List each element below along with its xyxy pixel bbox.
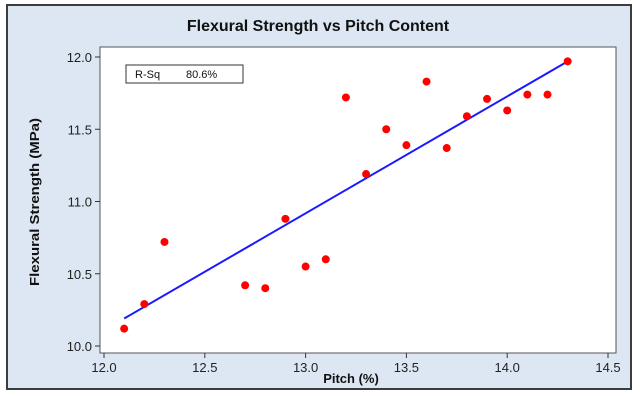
- y-axis-label: Flexural Strength (MPa): [27, 118, 42, 286]
- data-point: [422, 77, 431, 86]
- legend-border: [125, 64, 244, 84]
- data-point: [543, 90, 552, 99]
- legend-value: 80.6%: [186, 69, 217, 81]
- x-tick-label: 14.5: [595, 360, 620, 375]
- legend-box: R-Sq 80.6%: [125, 64, 244, 84]
- data-point: [321, 255, 330, 264]
- data-points: [120, 57, 572, 333]
- data-point: [261, 284, 270, 293]
- regression-line: [123, 60, 569, 320]
- chart-svg: Flexural Strength vs Pitch Content 12.0 1…: [27, 18, 621, 386]
- data-point: [241, 281, 250, 290]
- data-point: [483, 94, 492, 103]
- data-point: [382, 125, 391, 134]
- data-point: [402, 141, 411, 150]
- y-tick-label: 10.5: [67, 267, 92, 282]
- y-tick-label: 12.0: [67, 50, 92, 65]
- data-point: [160, 237, 169, 246]
- chart-title: Flexural Strength vs Pitch Content: [187, 18, 450, 35]
- y-axis-ticks: 10.0 10.5 11.0 11.5 12.0: [67, 50, 100, 354]
- data-point: [140, 300, 149, 309]
- data-point: [281, 214, 290, 223]
- plot-area: [99, 46, 617, 354]
- x-tick-label: 13.5: [394, 360, 419, 375]
- data-point: [120, 324, 129, 333]
- data-point: [301, 262, 310, 271]
- data-point: [442, 144, 451, 153]
- x-axis-ticks: 12.0 12.5 13.0 13.5 14.0 14.5: [91, 353, 621, 375]
- chart-frame: Flexural Strength vs Pitch Content 12.0 1…: [6, 4, 632, 390]
- data-point: [503, 106, 512, 115]
- x-tick-label: 12.5: [192, 360, 217, 375]
- data-point: [462, 112, 471, 121]
- data-point: [362, 170, 371, 179]
- x-tick-label: 14.0: [495, 360, 520, 375]
- y-tick-label: 10.0: [67, 339, 92, 354]
- data-point: [563, 57, 572, 66]
- y-tick-label: 11.5: [68, 122, 92, 137]
- x-tick-label: 12.0: [91, 360, 116, 375]
- y-tick-label: 11.0: [68, 195, 92, 210]
- legend-label: R-Sq: [135, 69, 160, 81]
- x-tick-label: 13.0: [293, 360, 318, 375]
- data-point: [523, 90, 532, 99]
- x-axis-label: Pitch (%): [323, 371, 379, 386]
- data-point: [341, 93, 350, 102]
